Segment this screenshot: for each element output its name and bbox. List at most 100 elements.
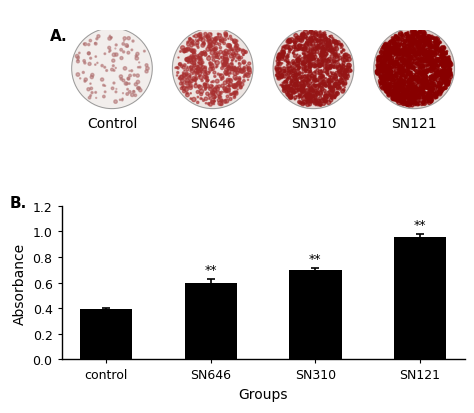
Circle shape: [302, 69, 305, 72]
Circle shape: [411, 32, 415, 35]
Circle shape: [277, 72, 279, 74]
Circle shape: [420, 79, 423, 81]
Circle shape: [390, 93, 394, 96]
Circle shape: [331, 66, 333, 68]
Circle shape: [424, 45, 427, 47]
Circle shape: [109, 52, 110, 53]
Circle shape: [381, 61, 383, 63]
Circle shape: [394, 52, 399, 57]
Circle shape: [190, 57, 191, 59]
Circle shape: [214, 76, 216, 78]
Circle shape: [217, 92, 221, 96]
Circle shape: [433, 69, 437, 72]
Circle shape: [404, 55, 406, 57]
Circle shape: [324, 95, 328, 98]
Circle shape: [392, 50, 396, 54]
Circle shape: [400, 81, 404, 85]
Circle shape: [339, 44, 341, 46]
Circle shape: [377, 58, 381, 62]
Circle shape: [192, 44, 194, 45]
Circle shape: [297, 60, 300, 64]
Circle shape: [408, 48, 411, 52]
Circle shape: [306, 58, 310, 62]
Circle shape: [407, 96, 410, 100]
Circle shape: [209, 88, 212, 91]
Circle shape: [332, 60, 336, 63]
Circle shape: [134, 83, 137, 87]
Circle shape: [314, 76, 316, 78]
Circle shape: [413, 49, 415, 51]
Circle shape: [202, 100, 204, 102]
Circle shape: [305, 79, 309, 83]
Circle shape: [410, 88, 412, 90]
Circle shape: [399, 71, 402, 75]
Circle shape: [395, 41, 396, 42]
Circle shape: [379, 75, 383, 79]
Circle shape: [394, 75, 397, 78]
Circle shape: [235, 46, 237, 49]
Circle shape: [225, 90, 227, 92]
Circle shape: [244, 52, 246, 54]
Circle shape: [307, 61, 309, 63]
Circle shape: [234, 84, 237, 88]
Circle shape: [314, 45, 315, 46]
Circle shape: [395, 93, 399, 96]
Circle shape: [290, 81, 292, 84]
Circle shape: [309, 31, 312, 34]
Circle shape: [402, 44, 406, 48]
Circle shape: [418, 78, 419, 80]
Circle shape: [190, 67, 191, 69]
Circle shape: [445, 53, 447, 55]
Circle shape: [408, 95, 411, 99]
Circle shape: [426, 63, 430, 67]
Circle shape: [402, 88, 404, 90]
Circle shape: [330, 43, 331, 44]
Circle shape: [402, 61, 404, 63]
Circle shape: [387, 54, 391, 59]
Circle shape: [430, 62, 432, 65]
Circle shape: [337, 70, 341, 74]
Circle shape: [429, 94, 430, 95]
Circle shape: [90, 84, 91, 85]
Circle shape: [400, 80, 401, 81]
Circle shape: [419, 50, 424, 54]
Circle shape: [312, 54, 313, 55]
Circle shape: [447, 66, 450, 69]
Circle shape: [313, 79, 315, 82]
Circle shape: [341, 77, 345, 81]
Circle shape: [428, 88, 433, 92]
Circle shape: [386, 54, 390, 57]
Circle shape: [186, 48, 190, 52]
Circle shape: [323, 69, 328, 74]
Circle shape: [395, 49, 400, 53]
Circle shape: [449, 64, 453, 67]
Circle shape: [429, 63, 433, 67]
Circle shape: [381, 48, 385, 53]
Circle shape: [416, 46, 417, 47]
Circle shape: [384, 75, 386, 76]
Circle shape: [290, 72, 292, 74]
Circle shape: [318, 91, 322, 95]
Circle shape: [425, 93, 426, 95]
Circle shape: [195, 42, 199, 45]
Circle shape: [407, 36, 409, 37]
Circle shape: [420, 59, 422, 62]
Circle shape: [188, 77, 191, 80]
Circle shape: [213, 41, 216, 45]
Circle shape: [327, 98, 328, 99]
Circle shape: [445, 59, 450, 64]
Circle shape: [385, 65, 387, 66]
Circle shape: [385, 68, 387, 70]
Circle shape: [381, 70, 383, 72]
Circle shape: [294, 83, 297, 87]
Circle shape: [212, 59, 215, 62]
Circle shape: [185, 94, 189, 97]
Circle shape: [114, 101, 117, 104]
Circle shape: [275, 75, 278, 77]
Circle shape: [346, 73, 349, 76]
Circle shape: [389, 83, 391, 85]
Circle shape: [318, 35, 321, 38]
Circle shape: [419, 36, 421, 38]
Circle shape: [410, 50, 412, 52]
Circle shape: [229, 98, 232, 101]
